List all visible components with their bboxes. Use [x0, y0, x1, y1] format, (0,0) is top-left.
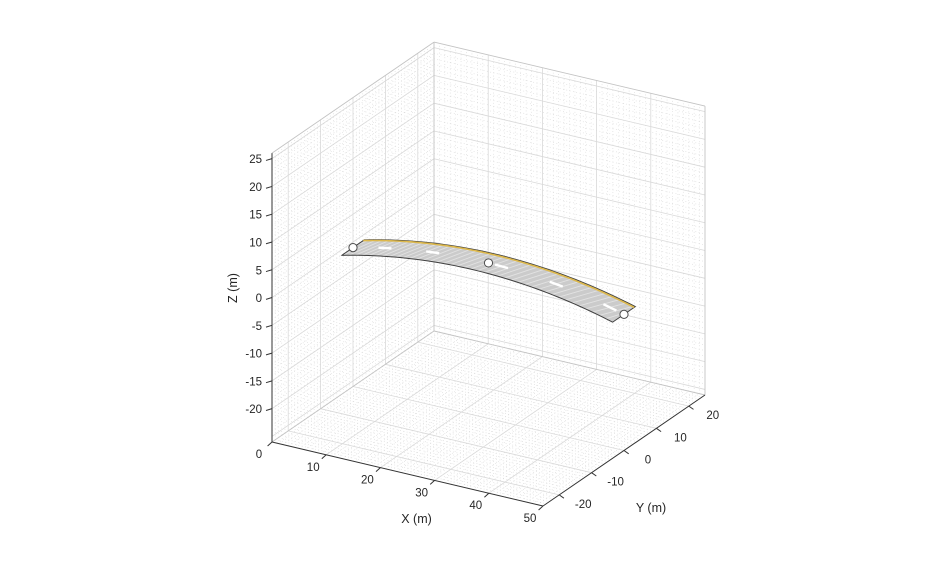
y-tick-label: -10 [607, 477, 624, 489]
road-surface-group [341, 239, 636, 323]
road-hatch-pattern [341, 239, 636, 323]
axes-box-edges [271, 41, 706, 443]
x-tick-label: 30 [415, 487, 428, 499]
x-tick-label: 10 [307, 462, 320, 474]
y-tick-label: -20 [575, 499, 592, 511]
road-outline [341, 239, 636, 323]
tick-labels: 01020304050-20-10010202520151050-5-10-15… [245, 154, 719, 525]
waypoint-marker [348, 243, 358, 253]
axis-labels: X (m) Y (m) Z (m) [226, 273, 666, 526]
z-tick-label: -20 [245, 404, 262, 416]
x-axis-label: X (m) [401, 512, 432, 526]
waypoint-marker [619, 309, 629, 319]
z-tick-label: 25 [249, 154, 262, 166]
major-grid [271, 47, 706, 496]
waypoint-markers [348, 243, 629, 319]
z-tick-label: 5 [256, 265, 262, 277]
x-tick-label: 50 [524, 513, 537, 525]
tick-marks [265, 158, 694, 511]
y-axis-label: Y (m) [636, 501, 666, 515]
z-axis-label: Z (m) [226, 273, 240, 303]
road-yellow-edge-line [363, 239, 635, 309]
y-tick-label: 20 [706, 410, 719, 422]
road-center-dashes [378, 246, 617, 312]
z-tick-label: 0 [256, 293, 262, 305]
x-axis-line [271, 441, 544, 507]
waypoint-marker [483, 258, 494, 268]
z-tick-label: 15 [249, 210, 262, 222]
y-tick-label: 10 [674, 432, 687, 444]
z-tick-label: 20 [249, 182, 262, 194]
z-tick-label: -15 [245, 376, 262, 388]
x-tick-label: 0 [256, 449, 262, 461]
minor-grid [271, 43, 706, 506]
y-tick-label: 0 [645, 455, 651, 467]
z-tick-label: -5 [252, 321, 262, 333]
z-tick-label: 10 [249, 238, 262, 250]
z-tick-label: -10 [245, 349, 262, 361]
x-tick-label: 20 [361, 475, 374, 487]
x-tick-label: 40 [469, 500, 482, 512]
